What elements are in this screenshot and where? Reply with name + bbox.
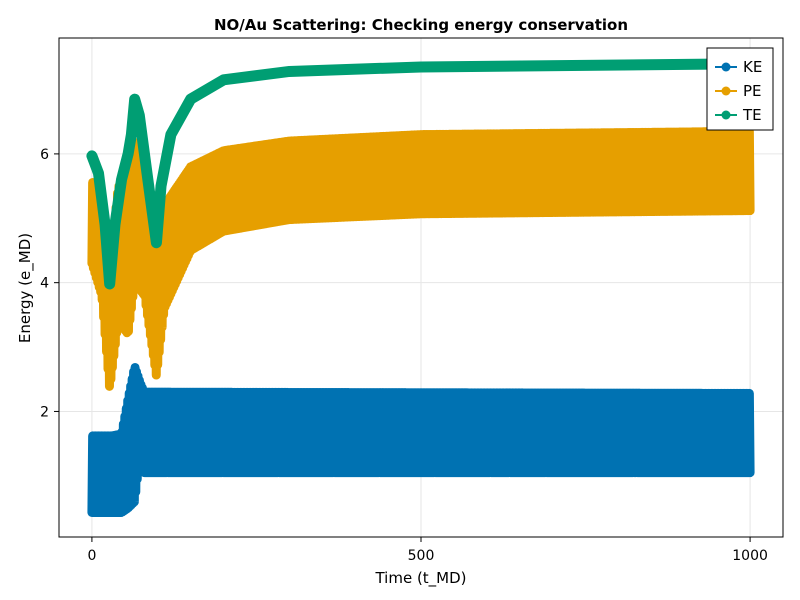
- x-axis-label: Time (t_MD): [374, 569, 466, 588]
- plot-data: [86, 58, 756, 518]
- legend-swatch-marker: [721, 110, 731, 120]
- legend-item-te: TE: [715, 106, 762, 124]
- series-ke-markers: [87, 362, 755, 518]
- axis-ticks: 0 500 1000 2 4 6: [40, 147, 768, 564]
- legend-swatch-marker: [721, 86, 731, 96]
- legend-label: TE: [742, 106, 762, 124]
- chart-title: NO/Au Scattering: Checking energy conser…: [214, 16, 628, 34]
- legend: KE PE TE: [706, 47, 774, 131]
- y-axis-label: Energy (e_MD): [16, 233, 35, 343]
- series-te: [86, 58, 756, 290]
- legend-swatch-marker: [721, 62, 731, 72]
- x-tick-label: 1000: [732, 548, 768, 564]
- series-pe-markers: [87, 126, 755, 391]
- series-te-markers: [86, 58, 756, 290]
- y-tick-label: 2: [40, 404, 49, 420]
- series-pe: [87, 126, 755, 391]
- legend-item-ke: KE: [715, 58, 762, 76]
- legend-label: PE: [743, 82, 762, 100]
- x-tick-label: 500: [408, 548, 435, 564]
- y-tick-label: 4: [40, 276, 49, 292]
- legend-box: [706, 47, 774, 131]
- legend-label: KE: [743, 58, 762, 76]
- x-tick-label: 0: [87, 548, 96, 564]
- legend-item-pe: PE: [715, 82, 762, 100]
- y-tick-label: 6: [40, 147, 49, 163]
- series-ke: [87, 362, 755, 518]
